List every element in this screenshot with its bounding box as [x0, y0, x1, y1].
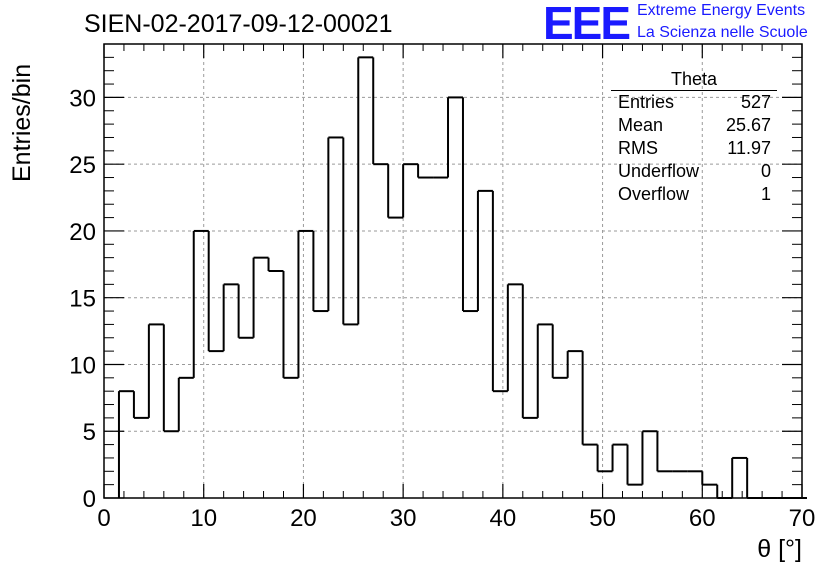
x-tick-label: 0 [97, 505, 110, 532]
stats-label: RMS [618, 138, 658, 158]
grid-lines [104, 44, 802, 498]
x-tick-label: 40 [490, 505, 517, 532]
stats-value: 1 [760, 184, 771, 204]
y-tick-label: 20 [69, 219, 96, 246]
eee-logo: EEE [543, 0, 631, 49]
stats-row-mean: Mean 25.67 [611, 114, 777, 137]
y-tick-label: 30 [69, 85, 96, 112]
x-tick-label: 20 [290, 505, 317, 532]
y-tick-label: 0 [83, 486, 96, 513]
logo-line-1: Extreme Energy Events [637, 2, 806, 19]
axis-ticks [103, 43, 803, 499]
logo-line-2: La Scienza nelle Scuole [637, 24, 808, 41]
stats-label: Overflow [618, 184, 690, 204]
x-tick-label: 50 [589, 505, 616, 532]
y-tick-label: 15 [69, 286, 96, 313]
y-tick-label: 25 [69, 152, 96, 179]
x-tick-label: 30 [390, 505, 417, 532]
stats-row-overflow: Overflow 1 [611, 183, 777, 206]
x-axis-label: θ [°] [757, 535, 802, 563]
stats-label: Entries [618, 92, 675, 112]
stats-label: Underflow [618, 161, 700, 181]
stats-value: 25.67 [725, 115, 771, 135]
stats-title: Theta [611, 68, 777, 91]
x-tick-label: 60 [689, 505, 716, 532]
stats-value: 11.97 [727, 138, 771, 158]
y-tick-label: 5 [83, 419, 96, 446]
x-tick-label: 10 [190, 505, 217, 532]
y-axis-label: Entries/bin [8, 63, 36, 182]
x-tick-label: 70 [789, 505, 816, 532]
stats-box: Theta Entries 527 Mean 25.67 RMS 11.97 U… [611, 68, 777, 206]
stats-row-underflow: Underflow 0 [611, 160, 777, 183]
histogram-series [117, 56, 807, 499]
y-tick-label: 10 [69, 352, 96, 379]
stats-value: 0 [760, 161, 771, 181]
stats-row-rms: RMS 11.97 [611, 137, 777, 160]
stats-row-entries: Entries 527 [611, 91, 777, 114]
stats-label: Mean [618, 115, 664, 135]
stats-value: 527 [740, 92, 771, 112]
chart-title: SIEN-02-2017-09-12-00021 [84, 10, 393, 38]
